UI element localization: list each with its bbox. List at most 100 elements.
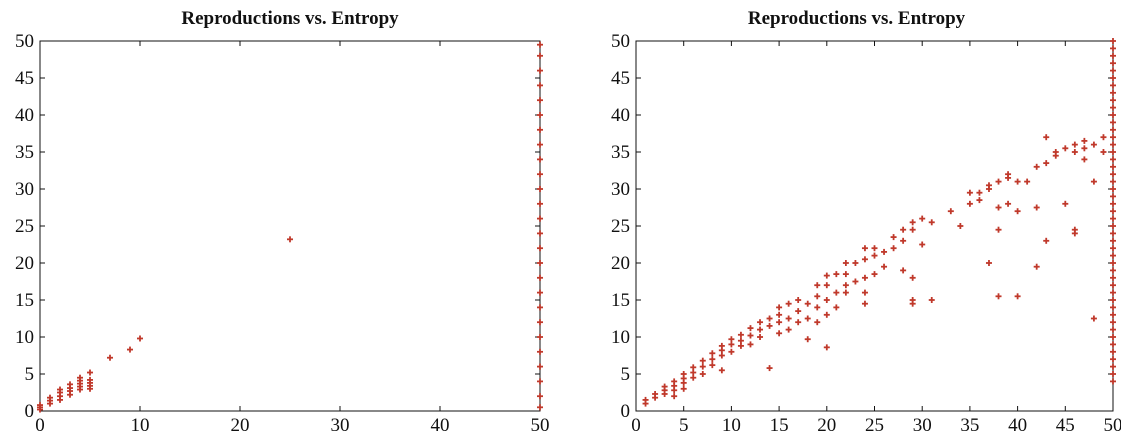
scatter-point [537, 289, 543, 296]
scatter-point [823, 272, 830, 279]
plot-frame [635, 40, 1114, 412]
scatter-point [57, 386, 63, 393]
y-tick-label: 45 [15, 68, 34, 89]
y-tick-label: 20 [15, 253, 34, 274]
scatter-point [833, 289, 840, 296]
scatter-point [1033, 263, 1040, 270]
scatter-point [785, 315, 792, 322]
y-tick-label: 35 [611, 142, 630, 163]
scatter-point [1024, 178, 1031, 185]
scatter-point [47, 394, 53, 401]
x-tick-label: 50 [1104, 415, 1121, 436]
scatter-point [1110, 112, 1116, 118]
scatter-point [861, 289, 868, 296]
scatter-chart-left: Reproductions vs. Entropy 0 5 10 15 20 25 30 35… [0, 0, 560, 436]
scatter-point [776, 304, 783, 311]
scatter-point [757, 334, 764, 340]
scatter-point [1110, 326, 1116, 333]
scatter-point [890, 234, 897, 241]
scatter-point [1110, 237, 1116, 244]
scatter-point [1090, 178, 1097, 185]
scatter-point [1110, 163, 1116, 170]
scatter-point [537, 82, 543, 89]
x-tick-label: 10 [722, 415, 741, 436]
scatter-point [928, 297, 935, 303]
scatter-point [537, 186, 543, 192]
scatter-point [900, 267, 907, 274]
scatter-point [37, 402, 43, 409]
scatter-point [1110, 178, 1116, 185]
scatter-point [795, 319, 802, 326]
scatter-point [1090, 141, 1097, 148]
scatter-point [537, 112, 543, 118]
scatter-point [1090, 315, 1097, 322]
scatter-point [833, 271, 840, 278]
scatter-point [1110, 319, 1116, 326]
y-tick-label: 50 [15, 31, 34, 52]
y-tick-label: 35 [15, 142, 34, 163]
scatter-point [928, 219, 935, 226]
scatter-point [537, 215, 543, 222]
scatter-point [537, 97, 543, 104]
scatter-point [814, 293, 821, 300]
scatter-point [671, 393, 678, 400]
scatter-point [1110, 311, 1116, 318]
scatter-point [995, 204, 1002, 211]
scatter-point [537, 274, 543, 281]
scatter-point [127, 346, 133, 353]
scatter-point [1052, 149, 1059, 155]
scatter-point [728, 336, 735, 343]
y-tick-label: 20 [611, 253, 630, 274]
scatter-point [537, 41, 543, 48]
scatter-point [766, 315, 773, 322]
scatter-point [1110, 126, 1116, 133]
scatter-point [871, 271, 878, 278]
scatter-point [699, 363, 706, 370]
y-tick-label: 40 [15, 105, 34, 126]
scatter-point [1110, 67, 1116, 74]
scatter-point [1033, 163, 1040, 170]
scatter-point [1110, 223, 1116, 229]
scatter-point [804, 300, 811, 307]
x-tick-label: 40 [431, 415, 450, 436]
scatter-point [804, 315, 811, 322]
scatter-point [1110, 134, 1116, 141]
scatter-point [1110, 215, 1116, 222]
scatter-point [852, 260, 859, 266]
scatter-point [1110, 378, 1116, 385]
scatter-point [1110, 97, 1116, 104]
scatter-point [1110, 356, 1116, 363]
scatter-point [690, 369, 697, 376]
y-tick-label: 40 [611, 105, 630, 126]
x-tick-label: 50 [531, 415, 550, 436]
scatter-point [1110, 274, 1116, 281]
scatter-point [881, 263, 888, 270]
scatter-point [814, 319, 821, 326]
scatter-point [1062, 145, 1069, 152]
scatter-point [642, 396, 649, 403]
scatter-point [776, 330, 783, 337]
scatter-point [757, 326, 764, 333]
scatter-point [690, 364, 697, 371]
scatter-point [861, 256, 868, 263]
scatter-point [680, 371, 687, 377]
scatter-point [1100, 149, 1107, 155]
scatter-point [1110, 297, 1116, 303]
scatter-point [537, 230, 543, 237]
scatter-point [1081, 156, 1088, 163]
x-tick-label: 35 [960, 415, 979, 436]
scatter-point [890, 245, 897, 252]
scatter-point [1100, 134, 1107, 141]
scatter-point [852, 278, 859, 285]
scatter-point [718, 367, 725, 374]
scatter-point [671, 378, 678, 385]
scatter-point [652, 390, 659, 397]
x-tick-label: 30 [331, 415, 350, 436]
y-tick-label: 30 [15, 179, 34, 200]
scatter-point [1110, 245, 1116, 252]
scatter-point [1110, 208, 1116, 215]
scatter-point [1110, 156, 1116, 163]
scatter-point [842, 282, 849, 289]
scatter-point [1110, 141, 1116, 148]
scatter-point [776, 311, 783, 318]
